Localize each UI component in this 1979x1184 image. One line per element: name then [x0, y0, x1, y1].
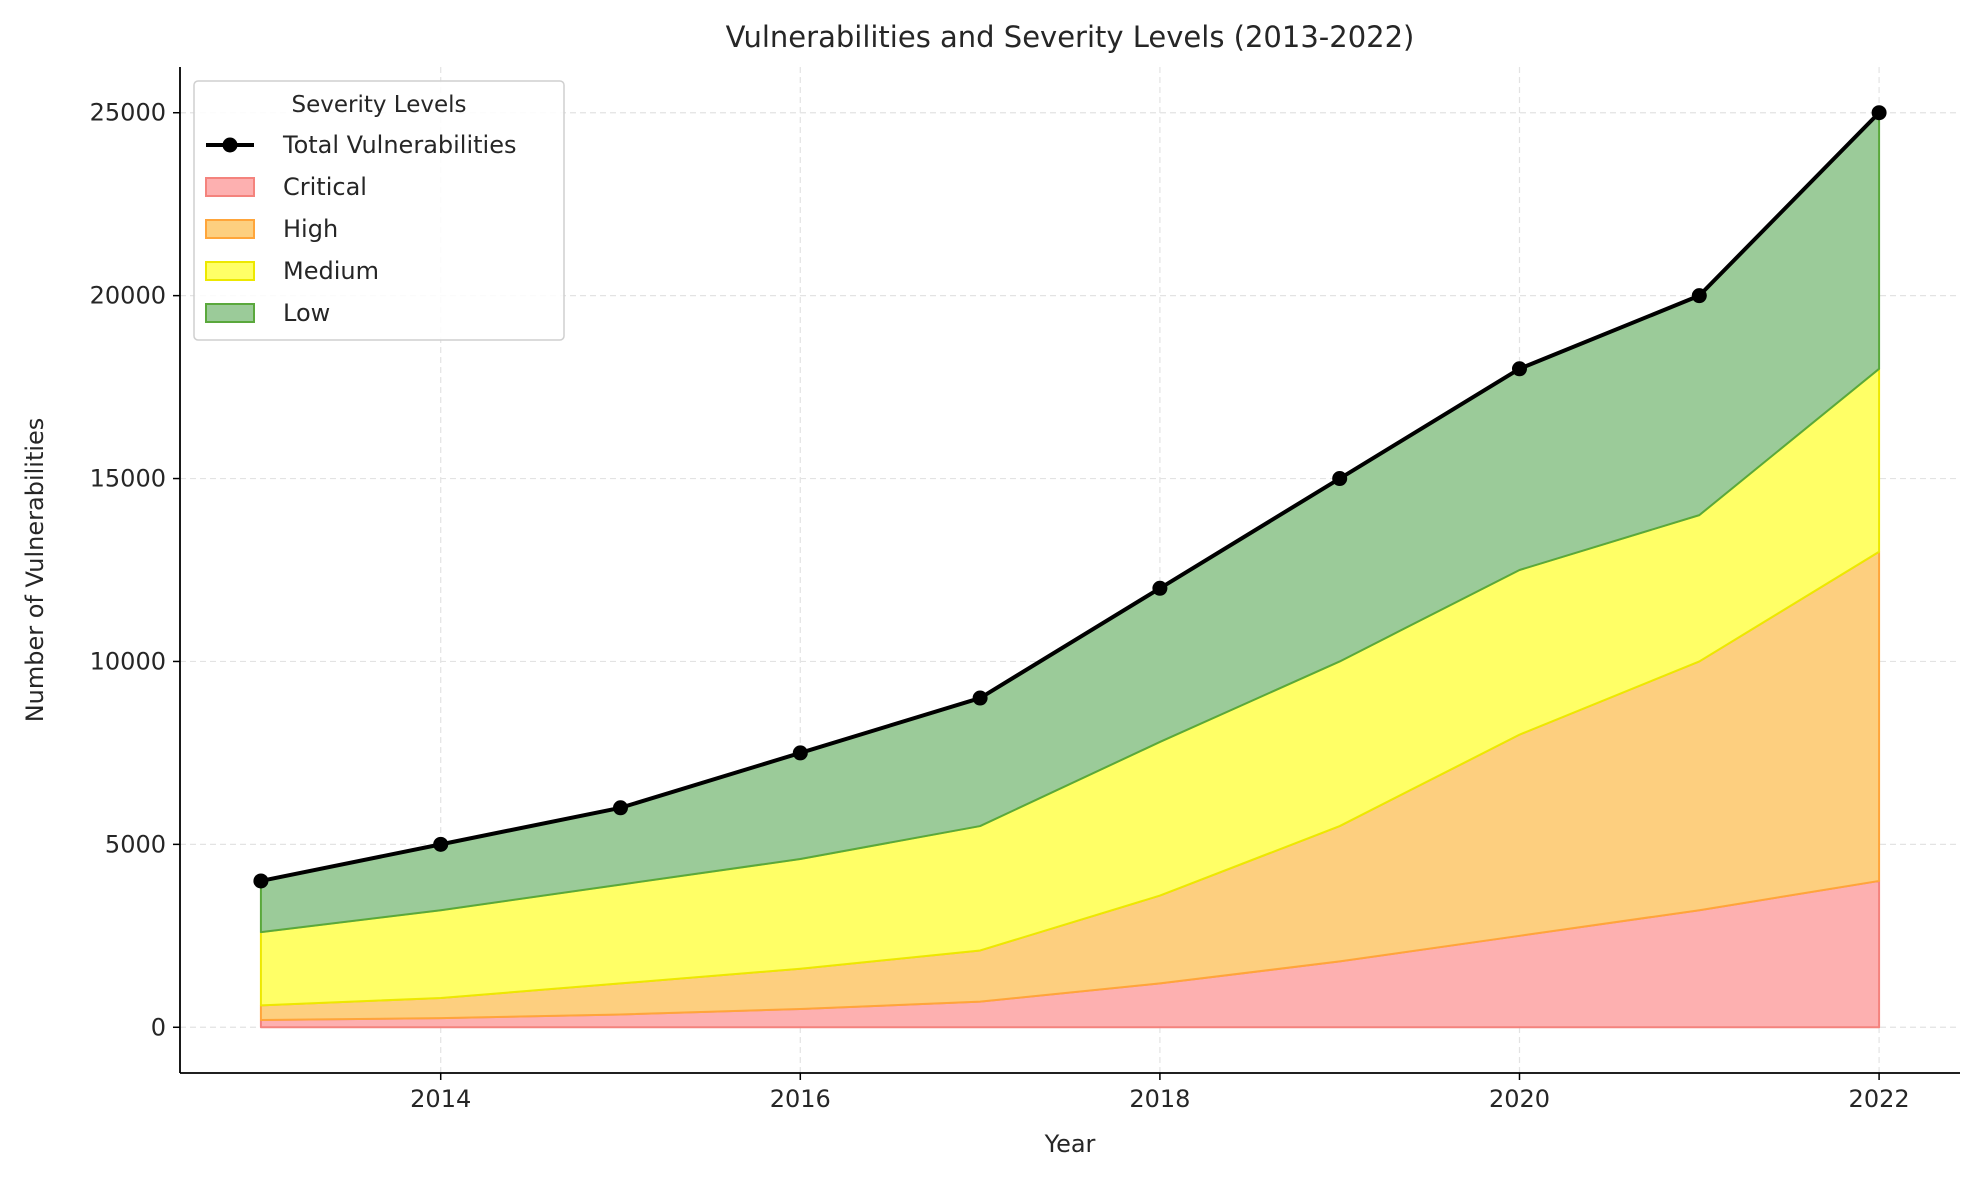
y-tick-label: 15000 — [90, 465, 166, 493]
total-point — [972, 690, 988, 706]
legend-swatch-low — [205, 303, 255, 323]
legend-swatch-high — [205, 219, 255, 239]
total-line — [253, 105, 1887, 889]
total-vulnerabilities-line — [260, 111, 1881, 883]
total-point — [1871, 105, 1887, 121]
total-point — [1691, 288, 1707, 304]
legend-swatch-critical — [205, 177, 255, 197]
y-tick-label: 25000 — [90, 99, 166, 127]
total-point — [433, 836, 449, 852]
y-axis-label: Number of Vulnerabilities — [21, 418, 49, 723]
total-point — [792, 745, 808, 761]
y-tick-label: 20000 — [90, 282, 166, 310]
legend-title: Severity Levels — [292, 92, 467, 118]
legend-swatch-medium — [205, 261, 255, 281]
x-tick-label: 2014 — [410, 1085, 471, 1113]
legend-label-medium: Medium — [283, 257, 379, 285]
x-tick-label: 2020 — [1489, 1085, 1550, 1113]
legend-label-total: Total Vulnerabilities — [282, 131, 516, 159]
x-tick-label: 2018 — [1129, 1085, 1190, 1113]
legend-marker-total — [222, 137, 238, 153]
total-point — [1511, 361, 1527, 377]
x-tick-label: 2022 — [1849, 1085, 1910, 1113]
legend-label-critical: Critical — [283, 173, 367, 201]
legend-label-low: Low — [283, 299, 330, 327]
x-axis-label: Year — [1044, 1130, 1096, 1158]
total-point — [613, 800, 629, 816]
y-tick-label: 5000 — [105, 830, 166, 858]
y-tick-label: 10000 — [90, 647, 166, 675]
chart-title: Vulnerabilities and Severity Levels (201… — [726, 20, 1415, 54]
legend: Severity Levels Total Vulnerabilities Cri… — [193, 80, 565, 341]
total-point — [1152, 580, 1168, 596]
x-tick-label: 2016 — [770, 1085, 831, 1113]
y-tick-label: 0 — [151, 1013, 166, 1041]
total-point — [1332, 471, 1348, 487]
legend-frame — [193, 80, 565, 341]
axes: 2014 2016 2018 2020 2022 0 5000 10000 15000 20000… — [90, 67, 1960, 1113]
legend-label-high: High — [283, 215, 338, 243]
areas — [259, 111, 1881, 1029]
total-point — [253, 873, 269, 889]
